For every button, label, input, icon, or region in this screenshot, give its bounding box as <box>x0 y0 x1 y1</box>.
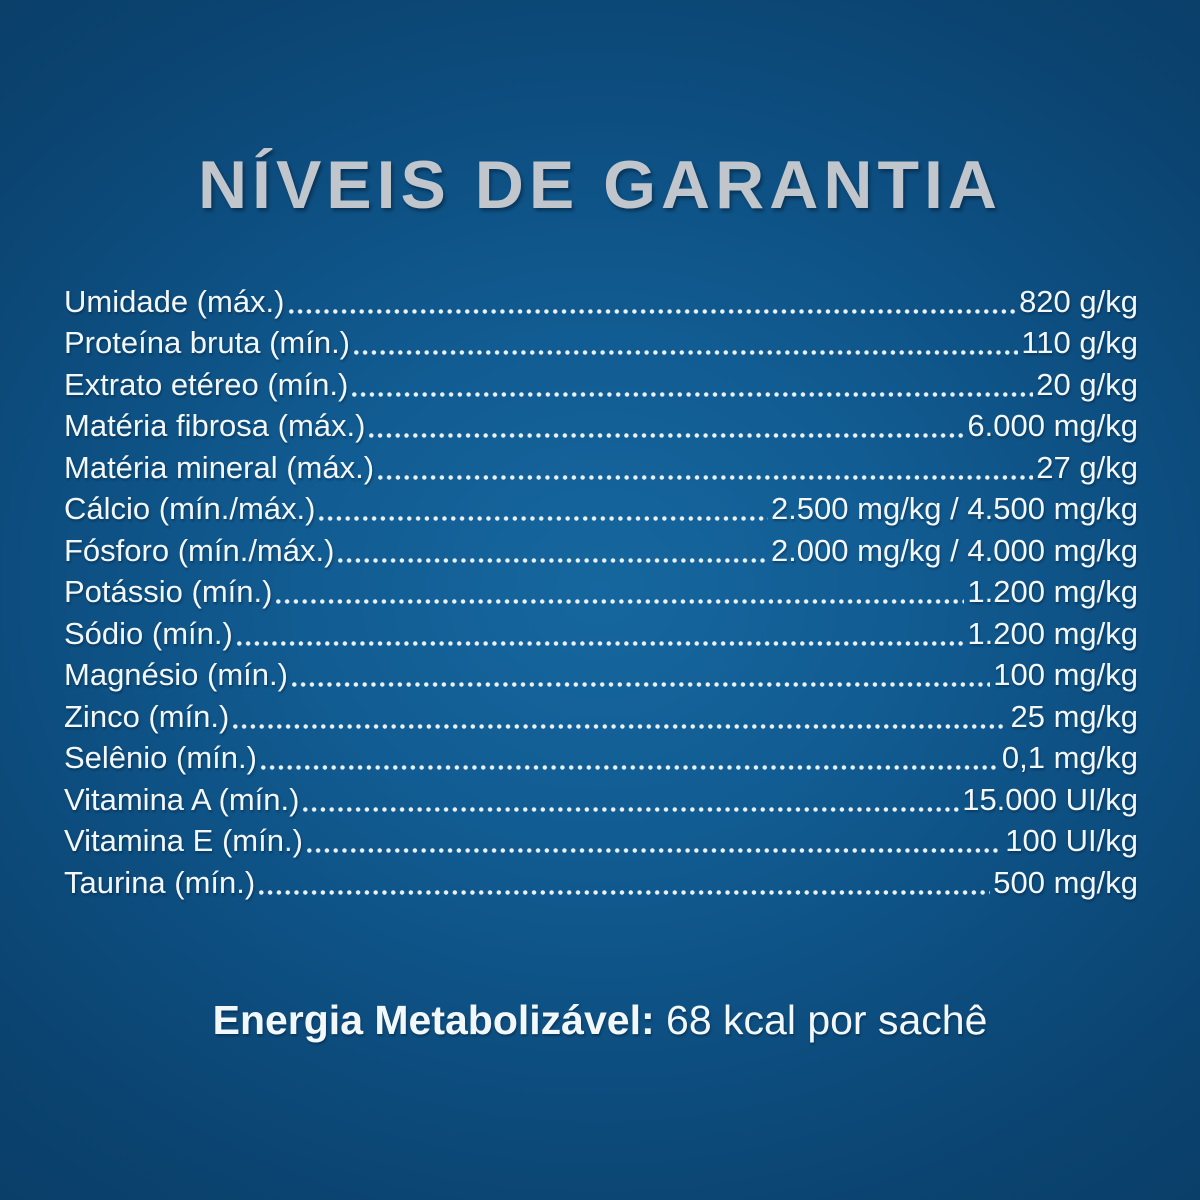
row-label: Extrato etéreo (mín.) <box>64 366 349 402</box>
row-value: 100 mg/kg <box>993 657 1138 692</box>
table-row: Extrato etéreo (mín.) 20 g/kg <box>64 363 1138 405</box>
dot-leader <box>259 889 991 895</box>
table-row: Fósforo (mín./máx.) 2.000 mg/kg / 4.000 … <box>64 529 1138 571</box>
row-value: 110 g/kg <box>1021 325 1138 360</box>
row-label: Vitamina A (mín.) <box>64 781 300 817</box>
table-row: Matéria fibrosa (máx.) 6.000 mg/kg <box>64 405 1138 447</box>
row-label: Sódio (mín.) <box>64 615 233 651</box>
row-label: Matéria mineral (máx.) <box>64 449 375 485</box>
table-row: Vitamina A (mín.) 15.000 UI/kg <box>64 778 1138 820</box>
row-value: 0,1 mg/kg <box>1001 740 1138 775</box>
row-label: Matéria fibrosa (máx.) <box>64 408 366 443</box>
dot-leader <box>338 557 768 563</box>
table-row: Selênio (mín.) 0,1 mg/kg <box>64 737 1138 779</box>
energy-line: Energia Metabolizável: 68 kcal por sachê <box>0 997 1200 1044</box>
dot-leader <box>236 640 965 646</box>
table-row: Umidade (máx.) 820 g/kg <box>64 280 1138 322</box>
row-value: 1.200 mg/kg <box>967 615 1138 651</box>
row-label: Selênio (mín.) <box>64 740 257 775</box>
dot-leader <box>303 806 960 812</box>
energy-value: 68 kcal por sachê <box>666 997 988 1043</box>
row-value: 25 mg/kg <box>1010 698 1138 734</box>
row-value: 2.500 mg/kg / 4.500 mg/kg <box>770 491 1138 526</box>
row-label: Magnésio (mín.) <box>64 657 288 692</box>
dot-leader <box>319 516 768 521</box>
dot-leader <box>291 682 991 687</box>
page-title: NÍVEIS DE GARANTIA <box>197 147 1003 223</box>
row-value: 1.200 mg/kg <box>967 574 1138 609</box>
table-row: Proteína bruta (mín.) 110 g/kg <box>64 322 1138 364</box>
table-row: Cálcio (mín./máx.) 2.500 mg/kg / 4.500 m… <box>64 488 1138 530</box>
row-label: Cálcio (mín./máx.) <box>64 491 316 526</box>
guarantee-table: Umidade (máx.) 820 g/kg Proteína bruta (… <box>64 280 1138 903</box>
dot-leader <box>260 765 999 770</box>
row-label: Vitamina E (mín.) <box>64 823 303 858</box>
table-row: Magnésio (mín.) 100 mg/kg <box>64 654 1138 696</box>
dot-leader <box>378 474 1034 480</box>
row-label: Zinco (mín.) <box>64 698 230 734</box>
dot-leader <box>276 599 965 604</box>
dot-leader <box>354 350 1019 355</box>
table-row: Vitamina E (mín.) 100 UI/kg <box>64 820 1138 862</box>
row-value: 500 mg/kg <box>993 864 1138 900</box>
row-value: 100 UI/kg <box>1005 823 1138 858</box>
table-row: Zinco (mín.) 25 mg/kg <box>64 695 1138 737</box>
dot-leader <box>233 723 1008 729</box>
row-value: 15.000 UI/kg <box>962 781 1138 817</box>
row-label: Fósforo (mín./máx.) <box>64 532 335 568</box>
row-label: Proteína bruta (mín.) <box>64 325 351 360</box>
energy-label: Energia Metabolizável: <box>212 997 655 1043</box>
table-row: Potássio (mín.) 1.200 mg/kg <box>64 571 1138 613</box>
row-label: Umidade (máx.) <box>64 283 285 319</box>
row-value: 27 g/kg <box>1036 449 1138 485</box>
row-value: 20 g/kg <box>1036 366 1138 402</box>
row-value: 2.000 mg/kg / 4.000 mg/kg <box>770 532 1138 568</box>
row-label: Taurina (mín.) <box>64 864 256 900</box>
row-label: Potássio (mín.) <box>64 574 273 609</box>
row-value: 820 g/kg <box>1019 283 1138 319</box>
table-row: Taurina (mín.) 500 mg/kg <box>64 861 1138 903</box>
dot-leader <box>352 391 1034 397</box>
table-row: Sódio (mín.) 1.200 mg/kg <box>64 612 1138 654</box>
dot-leader <box>369 433 965 438</box>
row-value: 6.000 mg/kg <box>967 408 1138 443</box>
dot-leader <box>306 848 1003 853</box>
table-row: Matéria mineral (máx.) 27 g/kg <box>64 446 1138 488</box>
dot-leader <box>288 308 1017 314</box>
